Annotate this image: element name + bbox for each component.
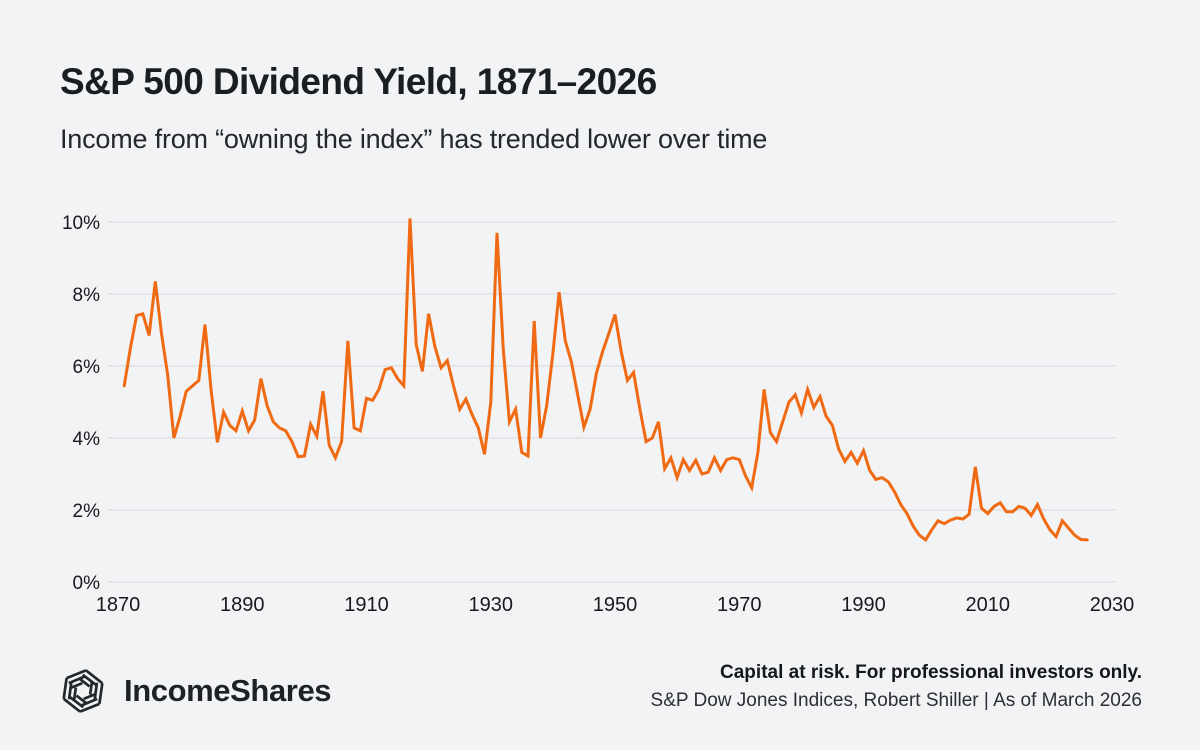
dividend-yield-line-chart: 0% 2% 4% 6% 8% 10% 1870 1890 1910 1930 1950 1970 199… — [62, 213, 1135, 616]
x-axis-tick-label: 2010 — [966, 594, 1011, 616]
disclaimer-text: Capital at risk. For professional invest… — [720, 662, 1142, 683]
x-axis-tick-label: 1990 — [841, 594, 886, 616]
y-axis-tick-label: 0% — [73, 573, 101, 594]
x-axis-tick-label: 1870 — [96, 594, 141, 616]
x-axis-tick-label: 2030 — [1090, 594, 1135, 616]
hexagon-weave-logo-icon — [62, 669, 104, 713]
footer-notes: Capital at risk. For professional invest… — [651, 659, 1142, 715]
y-axis-tick-label: 10% — [62, 213, 100, 234]
x-axis-tick-label: 1970 — [717, 594, 762, 616]
page-subtitle: Income from “owning the index” has trend… — [60, 124, 768, 154]
brand-name: IncomeShares — [124, 673, 332, 708]
x-axis-tick-label: 1930 — [469, 594, 514, 616]
y-axis-tick-label: 6% — [73, 357, 101, 378]
page-title: S&P 500 Dividend Yield, 1871–2026 — [60, 61, 657, 102]
x-axis-tick-label: 1890 — [220, 594, 265, 616]
brand-lockup: IncomeShares — [58, 666, 332, 716]
x-axis-tick-label: 1910 — [344, 594, 389, 616]
y-axis-tick-label: 2% — [73, 501, 101, 522]
source-text: S&P Dow Jones Indices, Robert Shiller | … — [650, 690, 1142, 711]
x-axis-tick-label: 1950 — [593, 594, 638, 616]
dividend-yield-series-line — [122, 218, 1089, 543]
y-axis-tick-label: 8% — [73, 285, 101, 306]
y-axis-tick-label: 4% — [73, 429, 101, 450]
